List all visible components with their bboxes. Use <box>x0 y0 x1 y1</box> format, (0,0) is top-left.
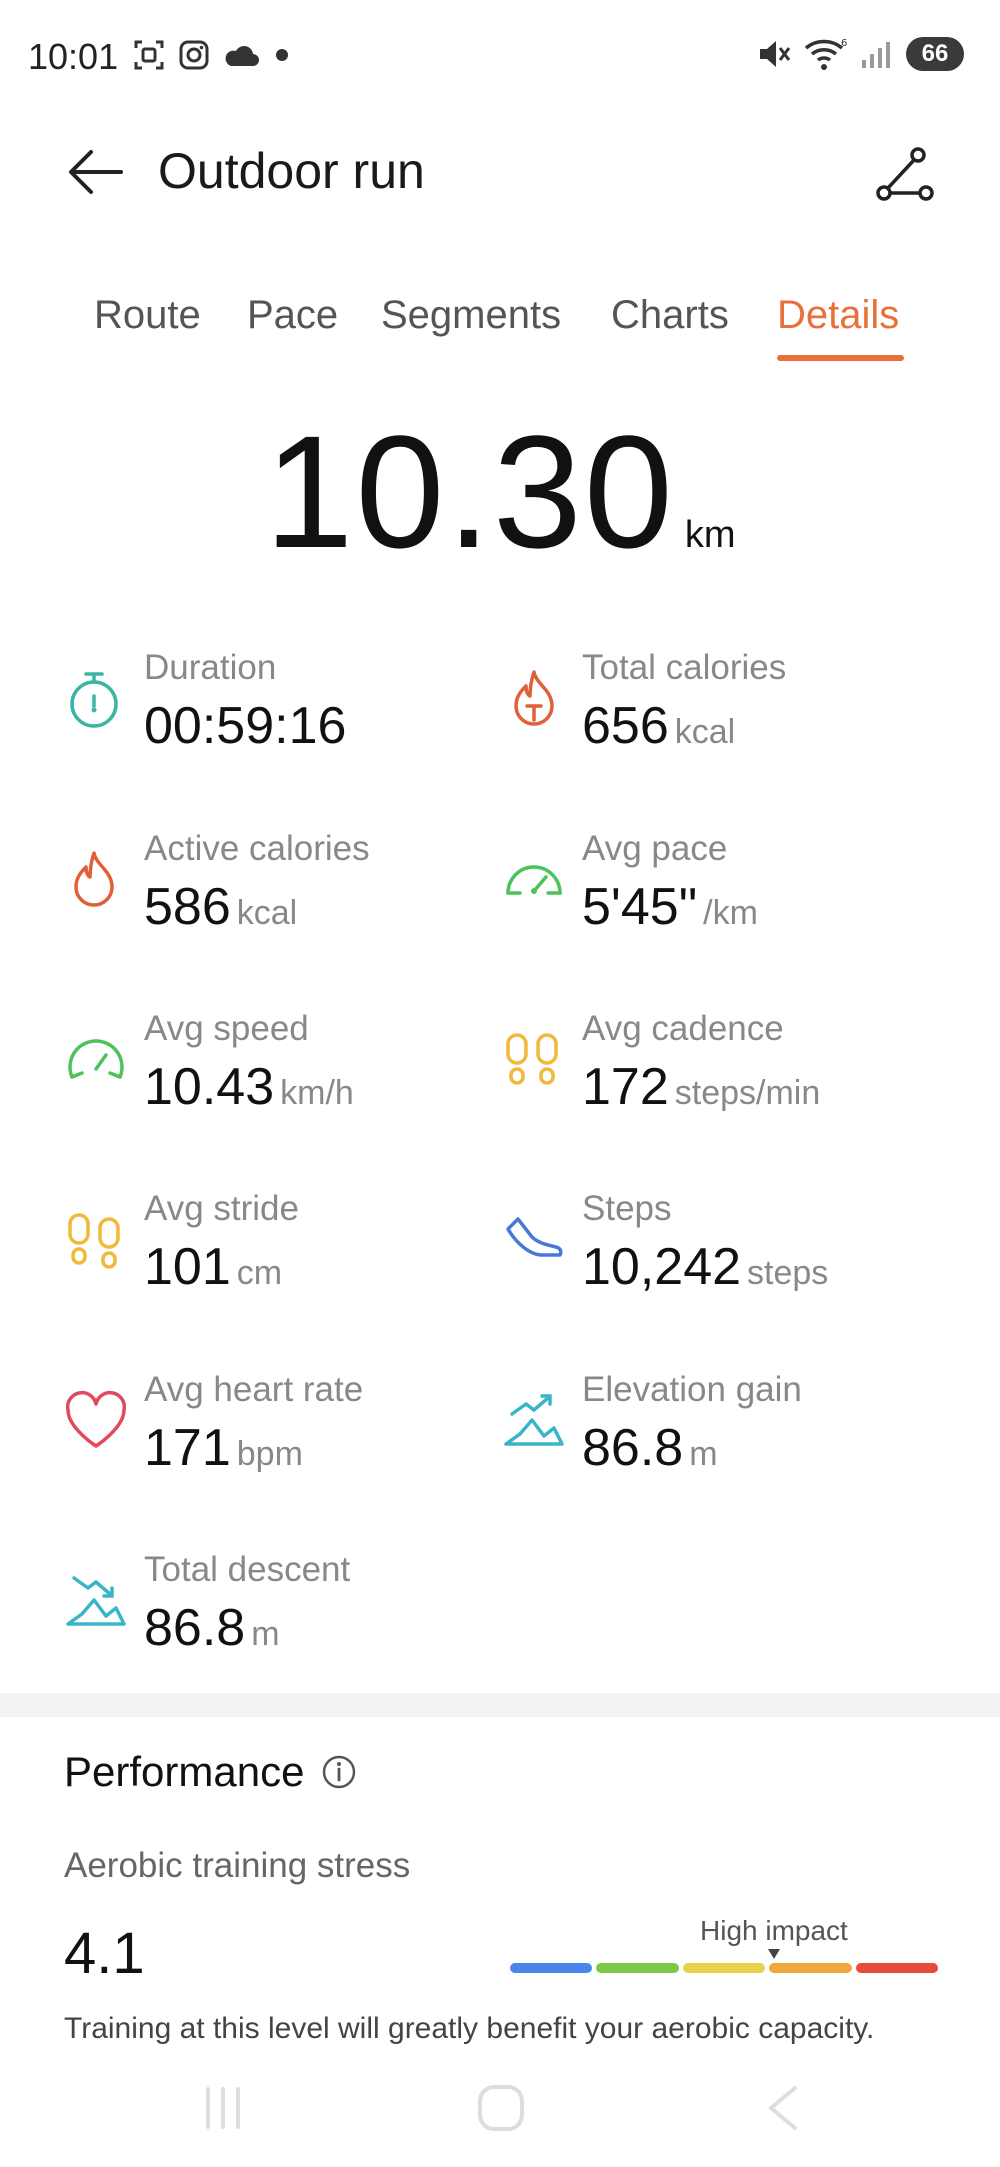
metric-value: 10,242 steps <box>582 1238 829 1296</box>
impact-segment-1 <box>510 1963 593 1973</box>
tab-bar: Route Pace Segments Charts Details <box>0 285 1000 365</box>
dot-icon <box>276 49 288 61</box>
distance-value: 10.30 <box>264 402 675 581</box>
elevation-gain-icon <box>504 1394 564 1446</box>
arrow-left-icon <box>69 150 123 194</box>
tab-charts[interactable]: Charts <box>611 293 729 337</box>
footprints-icon <box>506 1033 558 1085</box>
back-icon <box>769 2086 797 2130</box>
nav-back-button[interactable] <box>748 2078 818 2138</box>
aerobic-training-stress-value: 4.1 <box>64 1921 145 1986</box>
metric-avg-speed: Avg speed 10.43 km/h <box>64 1009 504 1129</box>
distance-display: 10.30 km <box>0 400 1000 584</box>
metric-label: Total calories <box>582 648 787 687</box>
status-bar: 10:01 6 <box>0 0 1000 115</box>
metric-value: 656 kcal <box>582 697 736 755</box>
stopwatch-icon <box>70 672 118 728</box>
wifi-icon: 6 <box>804 38 847 70</box>
metric-label: Avg cadence <box>582 1009 784 1048</box>
system-nav-bar <box>0 2050 1000 2167</box>
performance-description: Training at this level will greatly bene… <box>64 2012 875 2045</box>
metric-label: Active calories <box>144 829 370 868</box>
metric-avg-heart-rate: Avg heart rate 171 bpm <box>64 1370 504 1490</box>
tab-pace[interactable]: Pace <box>247 293 339 337</box>
impact-scale <box>510 1963 939 1973</box>
metric-value: 00:59:16 <box>144 697 347 755</box>
footprints-icon <box>68 1213 120 1269</box>
metric-avg-stride: Avg stride 101 cm <box>64 1189 504 1309</box>
shoe-icon <box>506 1217 563 1257</box>
recent-apps-icon <box>206 2087 240 2129</box>
cloud-icon <box>225 46 259 66</box>
metric-value: 172 steps/min <box>582 1058 821 1116</box>
route-button[interactable] <box>870 140 940 210</box>
impact-segment-5 <box>855 1963 939 1973</box>
home-icon <box>478 2085 524 2131</box>
battery-icon: 66 <box>906 37 964 71</box>
metric-avg-pace: Avg pace 5'45"/km <box>502 829 942 949</box>
header: Outdoor run <box>0 120 1000 230</box>
status-time: 10:01 <box>28 36 119 77</box>
metric-total-descent: Total descent 86.8 m <box>64 1550 504 1670</box>
metric-value: 171 bpm <box>144 1419 303 1477</box>
status-left-icons <box>132 38 292 72</box>
metric-total-calories: Total calories 656 kcal <box>502 648 942 768</box>
gauge-icon <box>68 1039 124 1079</box>
metric-label: Elevation gain <box>582 1370 802 1409</box>
metric-avg-cadence: Avg cadence 172 steps/min <box>502 1009 942 1129</box>
metric-label: Avg pace <box>582 829 728 868</box>
metric-label: Total descent <box>144 1550 351 1589</box>
back-button[interactable] <box>60 142 130 202</box>
impact-segment-2 <box>596 1963 679 1973</box>
status-right-icons: 6 66 <box>756 36 964 72</box>
recent-apps-button[interactable] <box>188 2078 258 2138</box>
metric-value: 5'45"/km <box>582 878 758 936</box>
aerobic-training-stress-label: Aerobic training stress <box>64 1846 411 1885</box>
route-icon <box>876 147 934 201</box>
signal-icon <box>862 42 890 68</box>
impact-marker <box>768 1949 780 1959</box>
svg-text:6: 6 <box>841 38 847 49</box>
instagram-icon <box>179 40 209 70</box>
tab-route[interactable]: Route <box>94 293 201 337</box>
tab-details[interactable]: Details <box>777 293 900 337</box>
metric-active-calories: Active calories 586 kcal <box>64 829 504 949</box>
section-divider <box>0 1693 1000 1717</box>
metric-label: Avg speed <box>144 1009 309 1048</box>
page-title: Outdoor run <box>158 143 425 199</box>
metric-label: Avg heart rate <box>144 1370 364 1409</box>
speedometer-icon <box>506 865 562 895</box>
descent-icon <box>66 1576 126 1626</box>
metric-value: 86.8 m <box>144 1599 280 1657</box>
active-tab-indicator <box>777 355 904 361</box>
screenshot-icon <box>134 40 164 70</box>
impact-level-label: High impact <box>700 1915 848 1946</box>
home-button[interactable] <box>466 2078 536 2138</box>
tab-segments[interactable]: Segments <box>381 293 562 337</box>
metric-elevation-gain: Elevation gain 86.8 m <box>502 1370 942 1490</box>
metric-label: Duration <box>144 648 277 687</box>
metric-duration: Duration 00:59:16 <box>64 648 504 768</box>
mute-icon <box>760 41 791 67</box>
performance-title: Performance <box>64 1748 356 1796</box>
total-calories-icon <box>514 670 554 726</box>
info-icon[interactable] <box>322 1755 356 1789</box>
impact-segment-3 <box>682 1963 766 1973</box>
impact-segment-4 <box>769 1963 852 1973</box>
metric-label: Steps <box>582 1189 672 1228</box>
metric-value: 86.8 m <box>582 1419 718 1477</box>
metric-value: 101 cm <box>144 1238 283 1296</box>
flame-icon <box>74 851 114 907</box>
distance-unit: km <box>684 514 736 556</box>
metric-label: Avg stride <box>144 1189 299 1228</box>
heart-icon <box>65 1391 127 1448</box>
metric-steps: Steps 10,242 steps <box>502 1189 942 1309</box>
metric-value: 10.43 km/h <box>144 1058 354 1116</box>
metric-value: 586 kcal <box>144 878 298 936</box>
